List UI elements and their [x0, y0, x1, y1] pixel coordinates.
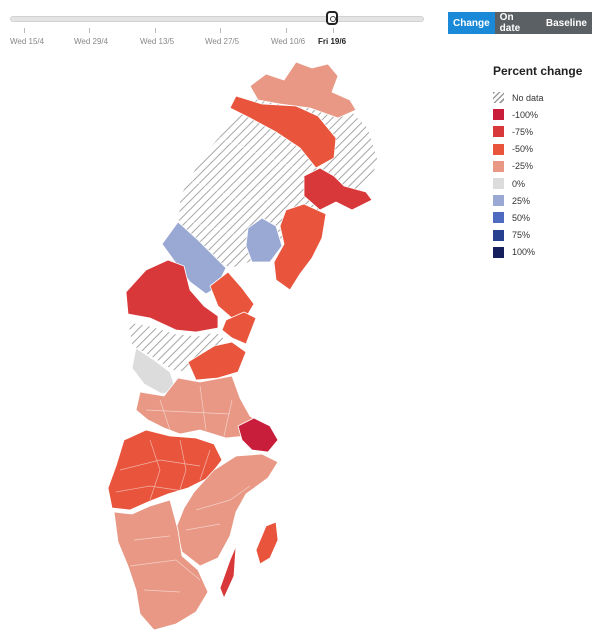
timeline-handle[interactable] — [326, 11, 338, 25]
map-legend: Percent change No data -100% -75% -50% -… — [493, 64, 582, 261]
timeline-tick — [286, 28, 287, 33]
map-region[interactable] — [255, 521, 279, 565]
map-region[interactable] — [209, 271, 255, 319]
legend-label: 50% — [512, 212, 531, 223]
legend-item: 0% — [493, 175, 582, 192]
legend-label: No data — [512, 92, 544, 103]
legend-swatch — [493, 109, 504, 121]
timeline-tick — [24, 28, 25, 33]
timeline-track[interactable] — [10, 16, 424, 22]
legend-swatch — [493, 178, 504, 190]
map-region[interactable] — [113, 499, 209, 631]
legend-label: 0% — [512, 178, 526, 189]
legend-label: -25% — [512, 161, 534, 172]
legend-label: 100% — [512, 247, 536, 258]
on-date-view-button[interactable]: On date — [494, 12, 541, 34]
legend-label: -75% — [512, 126, 534, 137]
map-region[interactable] — [229, 95, 337, 169]
map-region[interactable] — [221, 311, 257, 345]
map-region[interactable] — [187, 341, 247, 381]
date-timeline[interactable]: Wed 15/4 Wed 29/4 Wed 13/5 Wed 27/5 Wed … — [8, 8, 426, 48]
legend-label: -100% — [512, 109, 539, 120]
timeline-tick — [155, 28, 156, 33]
timeline-date-label: Wed 27/5 — [205, 37, 240, 46]
map-region[interactable] — [273, 203, 327, 291]
timeline-date-label: Wed 29/4 — [74, 37, 109, 46]
legend-item: -100% — [493, 106, 582, 123]
timeline-tick — [333, 28, 334, 33]
map-region[interactable] — [303, 167, 373, 211]
timeline-date-label: Wed 15/4 — [10, 37, 45, 46]
legend-swatch — [493, 143, 504, 155]
legend-swatch — [493, 246, 504, 258]
legend-swatch — [493, 229, 504, 241]
legend-item: -25% — [493, 158, 582, 175]
map-region[interactable] — [219, 545, 237, 599]
legend-swatch — [493, 126, 504, 138]
legend-item: -75% — [493, 123, 582, 140]
legend-label: 75% — [512, 230, 531, 241]
view-mode-toggle: Change On date Baseline — [448, 12, 592, 34]
change-view-button[interactable]: Change — [448, 12, 495, 34]
timeline-date-label: Wed 10/6 — [271, 37, 306, 46]
legend-item: 75% — [493, 227, 582, 244]
municipality-borders — [115, 129, 301, 593]
legend-swatch — [493, 212, 504, 224]
legend-swatch — [493, 92, 504, 104]
legend-label: -50% — [512, 144, 534, 155]
baseline-view-button[interactable]: Baseline — [540, 12, 592, 34]
timeline-tick — [89, 28, 90, 33]
legend-title: Percent change — [493, 64, 583, 78]
legend-item: -50% — [493, 141, 582, 158]
timeline-date-label-current: Fri 19/6 — [318, 37, 347, 46]
map-region[interactable] — [245, 217, 283, 263]
legend-item: 25% — [493, 192, 582, 209]
legend-swatch — [493, 160, 504, 172]
legend-item: No data — [493, 89, 582, 106]
map-region[interactable] — [107, 429, 223, 511]
legend-swatch — [493, 195, 504, 207]
map-region[interactable] — [125, 259, 219, 333]
legend-item: 100% — [493, 244, 582, 261]
timeline-tick — [220, 28, 221, 33]
legend-item: 50% — [493, 209, 582, 226]
sweden-choropleth-map — [107, 61, 379, 631]
map-region[interactable] — [237, 417, 279, 453]
timeline-date-label: Wed 13/5 — [140, 37, 175, 46]
legend-label: 25% — [512, 195, 531, 206]
